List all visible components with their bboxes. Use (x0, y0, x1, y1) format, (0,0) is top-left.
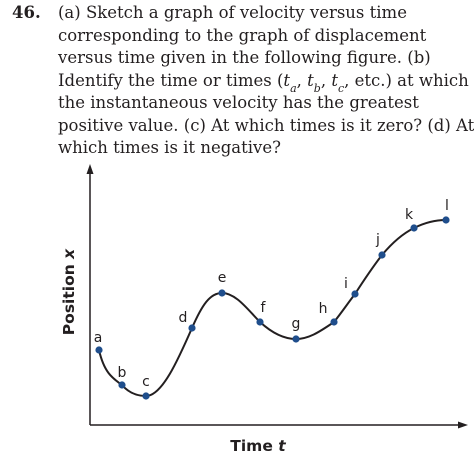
point-label-d: d (179, 310, 188, 326)
point-d (188, 324, 196, 332)
problem-line-7: which times is it negative? (58, 138, 281, 157)
point-label-l: l (445, 198, 449, 214)
point-b (118, 381, 126, 389)
problem-line-3: versus time given in the following figur… (58, 48, 431, 67)
point-label-a: a (94, 330, 103, 346)
y-axis-label: Position x (60, 248, 78, 335)
problem-line-2: corresponding to the graph of displaceme… (58, 25, 427, 45)
comma-separator: , (320, 70, 332, 90)
comma-separator: , (296, 70, 308, 90)
point-h (330, 318, 338, 326)
t-b-symbol: tb (307, 70, 321, 95)
point-label-b: b (118, 365, 127, 381)
curve-points (95, 216, 450, 400)
point-label-f: f (261, 300, 267, 316)
point-label-e: e (218, 270, 227, 286)
problem-line-1: (a) Sketch a graph of velocity versus ti… (58, 3, 407, 22)
point-f (256, 318, 264, 326)
line-4-prefix: Identify the time or times ( (58, 70, 284, 90)
problem-line-4: Identify the time or times (ta, tb, tc, … (58, 70, 470, 95)
point-i (351, 290, 359, 298)
point-g (292, 335, 300, 343)
problem-number: 46. (12, 3, 41, 22)
problem-line-6: positive value. (c) At which times is it… (58, 115, 474, 135)
y-axis-arrow-icon (86, 164, 94, 174)
point-label-j: j (375, 232, 380, 248)
point-label-k: k (405, 207, 414, 223)
problem-text: (a) Sketch a graph of velocity versus ti… (58, 2, 474, 160)
point-label-h: h (319, 301, 328, 317)
point-k (410, 224, 418, 232)
point-label-i: i (344, 276, 348, 292)
point-l (442, 216, 450, 224)
t-a-symbol: ta (283, 70, 297, 95)
point-a (95, 346, 103, 354)
point-j (378, 251, 386, 259)
point-e (218, 289, 226, 297)
problem-line-5: the instantaneous velocity has the great… (58, 93, 419, 112)
position-curve (98, 219, 447, 398)
x-axis-arrow-icon (458, 421, 468, 429)
line-4-suffix: , etc.) at which (344, 70, 469, 90)
point-c (142, 392, 150, 400)
point-label-g: g (292, 316, 301, 332)
x-axis-label: Time t (230, 437, 286, 455)
point-label-c: c (142, 374, 150, 390)
t-c-symbol: tc (331, 70, 345, 95)
